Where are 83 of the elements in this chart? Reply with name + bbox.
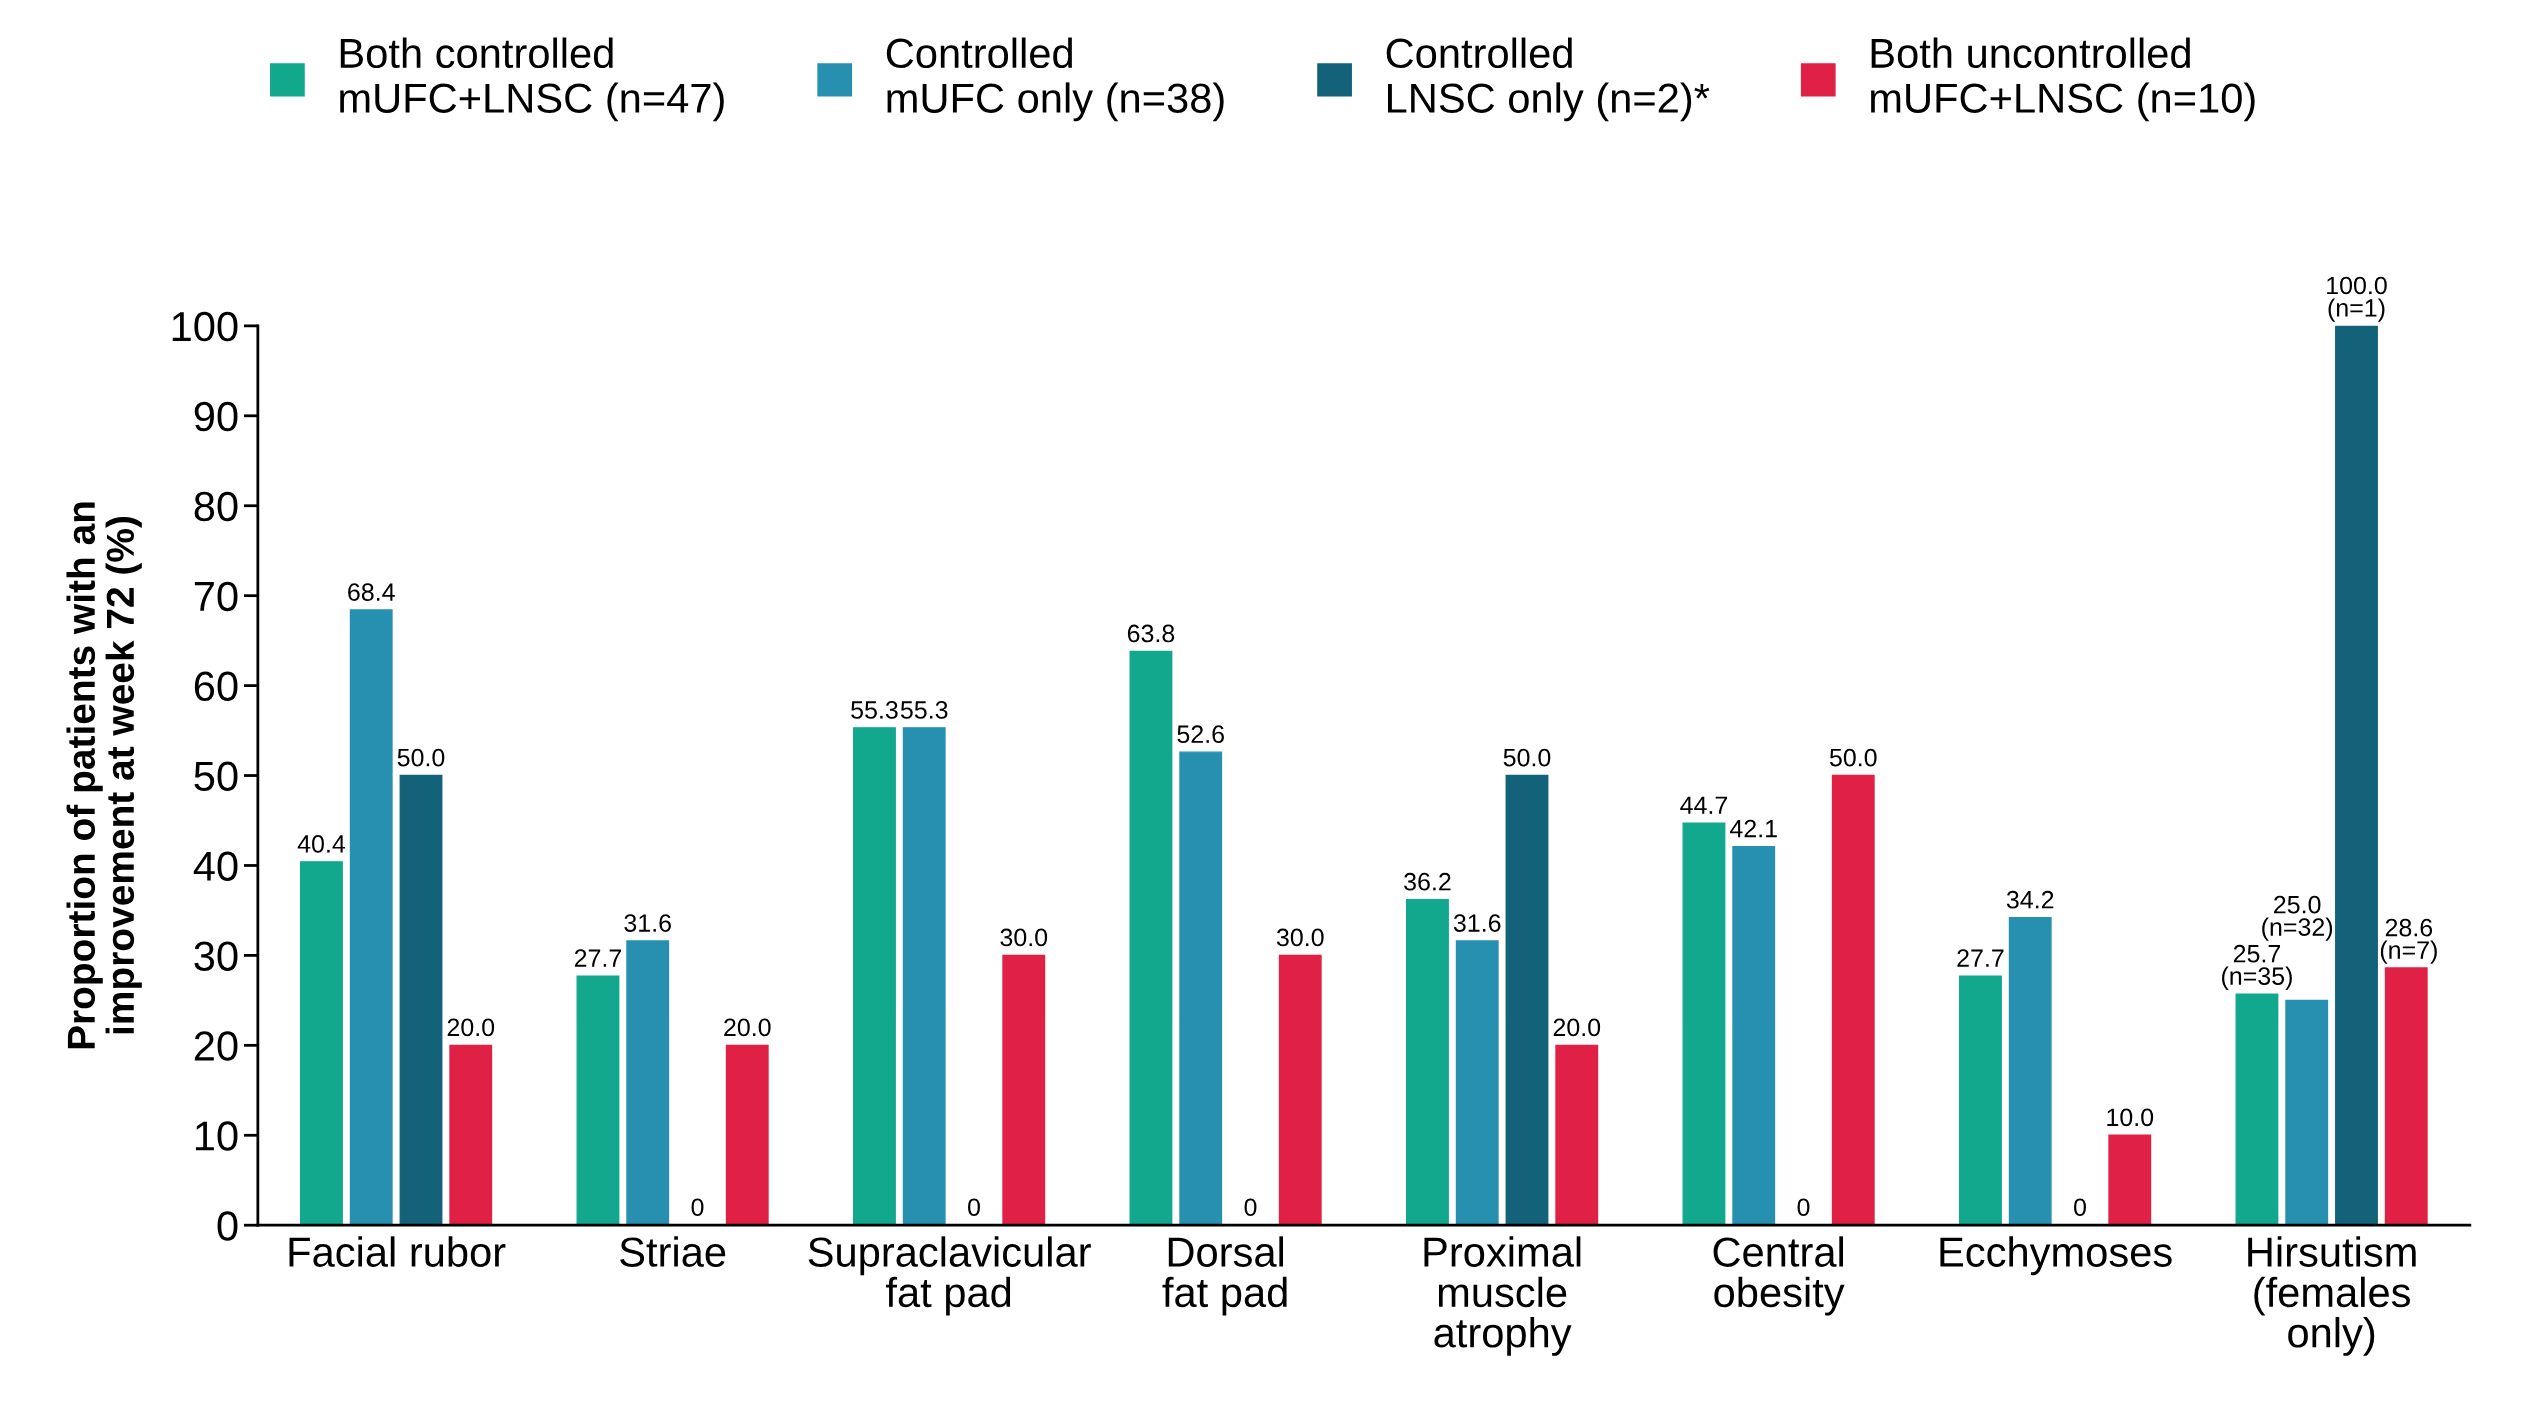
data-label: 52.6 — [1177, 725, 1224, 744]
bar — [1505, 774, 1549, 1226]
data-label: 42.1 — [1729, 819, 1777, 838]
bar — [349, 609, 393, 1226]
data-label: 0 — [1797, 1198, 1810, 1217]
x-tick-label: Striae — [620, 1236, 726, 1267]
bar — [2235, 993, 2279, 1226]
y-tick-label: 60 — [194, 671, 238, 702]
bar — [2008, 916, 2052, 1226]
data-label: 0 — [968, 1198, 980, 1217]
data-label: 50.0 — [1829, 748, 1877, 767]
y-tick-label: 90 — [194, 401, 238, 432]
data-label: 20.0 — [447, 1018, 495, 1037]
data-label: 20.0 — [724, 1018, 771, 1037]
bar — [2285, 999, 2329, 1226]
bar — [2384, 967, 2428, 1226]
data-label: 36.2 — [1404, 872, 1451, 891]
data-label: 20.0 — [1553, 1018, 1601, 1037]
legend-label: Controlled LNSC only (n=2)* — [1386, 37, 1710, 122]
bar — [399, 774, 443, 1226]
y-tick-label: 100 — [172, 311, 238, 342]
bar — [1002, 954, 1046, 1226]
bar — [853, 727, 896, 1226]
y-tick-label: 20 — [194, 1031, 238, 1061]
data-label: 50.0 — [1503, 748, 1551, 767]
bar — [1129, 650, 1173, 1226]
data-label: 68.4 — [348, 583, 395, 601]
bar — [1278, 954, 1322, 1226]
bar — [2108, 1134, 2152, 1226]
data-label: 25.7 (n=35) — [2222, 944, 2292, 990]
data-label: 40.4 — [297, 835, 346, 853]
data-label: 28.6 (n=7) — [2380, 918, 2437, 964]
data-label: 100.0 (n=1) — [2327, 276, 2387, 322]
x-tick-label: Supraclavicular fat pad — [808, 1236, 1091, 1316]
data-label: 34.2 — [2006, 890, 2054, 909]
y-tick-label: 40 — [193, 851, 238, 881]
data-label: 10.0 — [2107, 1108, 2154, 1127]
bar — [1406, 898, 1449, 1226]
bar — [1831, 774, 1875, 1226]
y-tick-label: 0 — [217, 1211, 238, 1241]
bar — [2335, 325, 2378, 1226]
data-label: 30.0 — [1000, 928, 1048, 947]
bar — [300, 861, 343, 1226]
bar — [576, 975, 620, 1226]
x-tick-label: Hirsutism (females only) — [2248, 1236, 2416, 1356]
bar — [1732, 845, 1776, 1226]
bar — [449, 1044, 493, 1226]
bar — [1555, 1044, 1599, 1226]
data-label: 0 — [691, 1198, 704, 1217]
x-tick-label: Dorsal fat pad — [1162, 1236, 1287, 1316]
y-tick-label: 70 — [194, 581, 238, 612]
bar — [725, 1044, 769, 1226]
data-label: 55.3 — [900, 701, 948, 719]
data-label: 27.7 — [574, 949, 622, 967]
bar — [1179, 751, 1223, 1226]
y-tick-label: 30 — [194, 941, 238, 971]
y-tick-label: 50 — [194, 761, 238, 792]
data-label: 0 — [2074, 1198, 2086, 1217]
data-label: 30.0 — [1276, 928, 1324, 947]
bar — [626, 940, 670, 1226]
data-label: 31.6 — [624, 914, 671, 932]
data-label: 31.6 — [1453, 914, 1501, 932]
y-axis-title: Proportion of patients with an improvement at week 72 (%) — [66, 502, 142, 1049]
bar — [1682, 822, 1726, 1226]
x-tick-label: Facial rubor — [289, 1236, 506, 1267]
x-tick-label: Ecchymoses — [1940, 1236, 2172, 1276]
data-label: 25.0 (n=32) — [2262, 895, 2333, 941]
y-tick-label: 10 — [195, 1121, 238, 1151]
legend-label: Both uncontrolled mUFC+LNSC (n=10) — [1871, 37, 2255, 122]
x-tick-label: Central obesity — [1713, 1236, 1845, 1316]
bar — [902, 727, 946, 1226]
data-label: 0 — [1244, 1198, 1257, 1217]
legend-label: Both controlled mUFC+LNSC (n=47) — [340, 37, 724, 122]
legend-label: Controlled mUFC only (n=38) — [886, 37, 1224, 122]
bar — [1455, 940, 1499, 1226]
data-label: 44.7 — [1680, 796, 1728, 814]
bar — [1959, 975, 2002, 1226]
data-label: 55.3 — [851, 701, 898, 719]
data-label: 27.7 — [1957, 949, 2004, 967]
x-tick-label: Proximal muscle atrophy — [1424, 1236, 1581, 1356]
data-label: 63.8 — [1127, 624, 1175, 643]
data-label: 50.0 — [397, 748, 445, 767]
y-tick-label: 80 — [194, 491, 238, 522]
